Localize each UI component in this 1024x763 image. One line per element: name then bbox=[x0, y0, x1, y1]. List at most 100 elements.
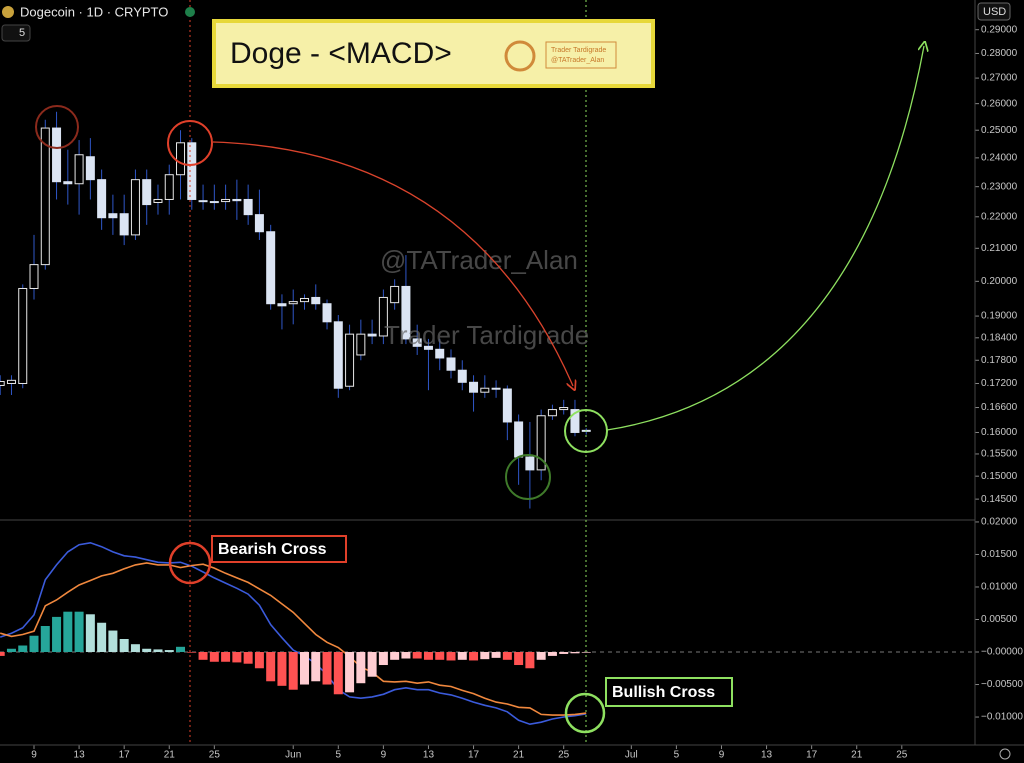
histogram-bar bbox=[288, 652, 298, 690]
logo-handle: @TATrader_Alan bbox=[551, 57, 604, 64]
candle-body bbox=[491, 387, 501, 390]
highlight-circle bbox=[564, 409, 608, 453]
candle-body bbox=[570, 409, 580, 433]
histogram-bar bbox=[559, 652, 569, 654]
histogram-bar bbox=[378, 652, 388, 666]
histogram-bar bbox=[187, 652, 197, 653]
x-tick-label: 17 bbox=[806, 750, 818, 761]
histogram-bar bbox=[514, 652, 524, 666]
candle-body bbox=[356, 333, 366, 356]
histogram-bar bbox=[525, 652, 535, 669]
candle-body bbox=[243, 198, 253, 216]
histogram-bar bbox=[74, 611, 84, 653]
cross-circle bbox=[168, 541, 212, 585]
histogram-bar bbox=[119, 639, 129, 653]
candle-body bbox=[525, 456, 535, 471]
symbol-header: Dogecoin · 1D · CRYPTO bbox=[20, 4, 168, 19]
cross-circle bbox=[564, 692, 606, 734]
candle-body bbox=[502, 388, 512, 423]
candle-body bbox=[6, 379, 16, 384]
y-tick-label: −0.01000 bbox=[981, 712, 1023, 723]
candle-body bbox=[266, 231, 276, 305]
y-tick-label: 0.01500 bbox=[981, 549, 1018, 560]
histogram-bar bbox=[198, 652, 208, 660]
candle-body bbox=[390, 285, 400, 304]
y-tick-label: 0.28000 bbox=[981, 48, 1018, 59]
candle-body bbox=[423, 345, 433, 350]
x-tick-label: 25 bbox=[896, 750, 908, 761]
y-tick-label: 0.26000 bbox=[981, 98, 1018, 109]
interval-count: 5 bbox=[19, 27, 25, 39]
x-tick-label: Jun bbox=[285, 750, 301, 761]
histogram-bar bbox=[108, 630, 118, 653]
histogram-bar bbox=[176, 646, 186, 653]
y-tick-label: 0.22000 bbox=[981, 211, 1018, 222]
histogram-bar bbox=[299, 652, 309, 685]
histogram-bar bbox=[243, 652, 253, 664]
x-tick-label: 25 bbox=[558, 750, 570, 761]
x-tick-label: 21 bbox=[851, 750, 863, 761]
currency-button[interactable] bbox=[977, 2, 1011, 21]
histogram-bar bbox=[97, 622, 107, 653]
candle-body bbox=[446, 357, 456, 371]
y-tick-label: 0.29000 bbox=[981, 24, 1018, 35]
candle-body bbox=[85, 156, 95, 181]
plot-layer: 0.29000 0.28000 0.27000 0.26000 0.25000 0.240… bbox=[0, 24, 1023, 761]
candle-body bbox=[40, 127, 50, 266]
candle-body bbox=[299, 297, 309, 303]
macd-line bbox=[0, 562, 587, 716]
histogram-bar bbox=[164, 650, 174, 653]
watermark: Trader Tardigrade bbox=[384, 320, 589, 350]
candle-body bbox=[412, 338, 422, 347]
candle-body bbox=[469, 381, 479, 393]
settings-icon[interactable] bbox=[999, 748, 1011, 760]
y-tick-label: 0.23000 bbox=[981, 181, 1018, 192]
annotation-box bbox=[605, 677, 733, 707]
histogram-bar bbox=[345, 652, 355, 693]
y-tick-label: 0.01000 bbox=[981, 582, 1018, 593]
histogram-bar bbox=[581, 652, 591, 653]
histogram-bar bbox=[221, 652, 231, 662]
histogram-bar bbox=[130, 644, 140, 653]
candle-body bbox=[311, 296, 321, 305]
x-tick-label: 13 bbox=[761, 750, 773, 761]
candle-body bbox=[18, 287, 28, 384]
histogram-bar bbox=[18, 645, 28, 653]
histogram-bar bbox=[153, 649, 163, 653]
logo-frame bbox=[545, 41, 617, 69]
histogram-bar bbox=[469, 652, 479, 661]
annotation: Bullish Cross bbox=[612, 684, 715, 701]
candle-body bbox=[119, 213, 129, 236]
histogram-bar bbox=[6, 648, 16, 653]
histogram-bar bbox=[457, 652, 467, 660]
histogram-bar bbox=[423, 652, 433, 660]
histogram-bar bbox=[390, 652, 400, 660]
status-dot bbox=[185, 7, 195, 17]
candle-body bbox=[130, 179, 140, 236]
histogram-bar bbox=[547, 652, 557, 656]
histogram-bar bbox=[446, 652, 456, 661]
y-tick-label: 0.02000 bbox=[981, 517, 1018, 528]
highlight-circle bbox=[505, 454, 551, 500]
x-tick-label: 9 bbox=[381, 750, 387, 761]
x-tick-label: 9 bbox=[719, 750, 725, 761]
candle-body bbox=[52, 127, 62, 183]
y-tick-label: 0.15500 bbox=[981, 449, 1018, 460]
candle-body bbox=[345, 333, 355, 387]
candle-body bbox=[401, 285, 411, 340]
candle-body bbox=[536, 415, 546, 471]
trend-arrow bbox=[212, 141, 573, 386]
y-tick-label: 0.17200 bbox=[981, 378, 1018, 389]
candle-body bbox=[29, 264, 39, 289]
candle-body bbox=[74, 154, 84, 185]
candle-body bbox=[187, 142, 197, 200]
collapse-button[interactable] bbox=[1, 24, 31, 42]
x-tick-label: 5 bbox=[674, 750, 680, 761]
watermark: @TATrader_Alan bbox=[380, 245, 578, 275]
candle-body bbox=[0, 381, 5, 386]
y-tick-label: 0.17800 bbox=[981, 355, 1018, 366]
histogram-bar bbox=[502, 652, 512, 660]
y-tick-label: 0.27000 bbox=[981, 73, 1018, 84]
